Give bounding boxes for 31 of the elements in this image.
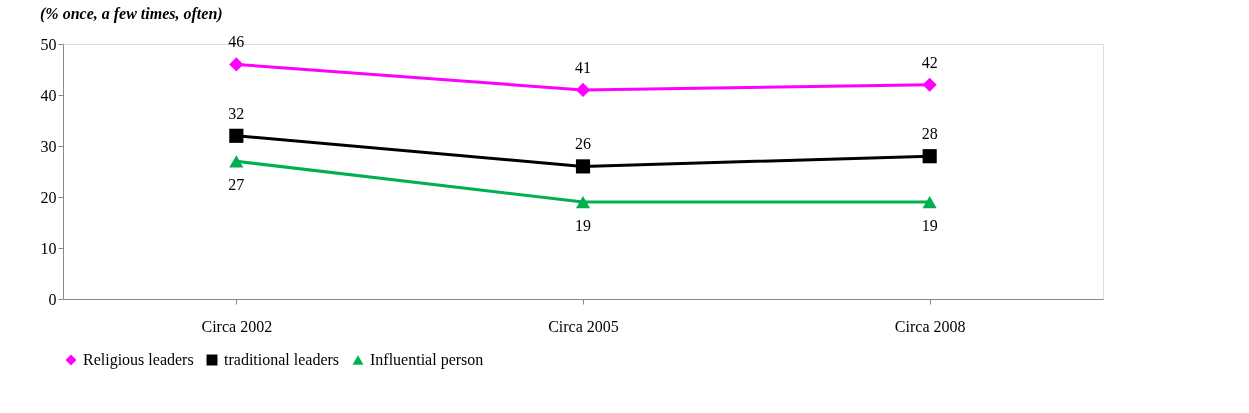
point xyxy=(229,128,244,143)
y-tick-label: 10 xyxy=(40,239,57,257)
chart-subtitle: (% once, a few times, often) xyxy=(40,5,223,24)
legend-label: Influential person xyxy=(370,351,484,369)
x-tick-label: Circa 2008 xyxy=(894,317,966,335)
data-label: 27 xyxy=(228,176,245,194)
point xyxy=(922,149,937,164)
y-tick-label: 30 xyxy=(40,137,57,155)
y-tick-label: 50 xyxy=(40,35,57,53)
point xyxy=(575,195,591,209)
data-label: 28 xyxy=(921,125,938,143)
x-tick-label: Circa 2002 xyxy=(201,317,273,335)
point xyxy=(575,159,591,174)
legend-label: Religious leaders xyxy=(83,351,194,369)
x-tick-label: Circa 2005 xyxy=(548,317,619,335)
data-label: 42 xyxy=(921,53,938,71)
y-tick-label: 20 xyxy=(40,188,57,206)
y-tick-label: 40 xyxy=(40,86,57,104)
point xyxy=(229,57,244,72)
legend-label: traditional leaders xyxy=(224,351,340,368)
data-label: 32 xyxy=(228,104,245,122)
data-label: 19 xyxy=(575,217,591,235)
data-label: 19 xyxy=(921,217,938,235)
point xyxy=(575,82,591,97)
data-label: 26 xyxy=(575,135,591,153)
y-tick-label: 0 xyxy=(48,290,57,308)
data-label: 46 xyxy=(228,33,245,51)
point xyxy=(922,195,937,209)
point xyxy=(229,155,244,168)
data-label: 41 xyxy=(575,58,591,76)
point xyxy=(922,77,937,92)
